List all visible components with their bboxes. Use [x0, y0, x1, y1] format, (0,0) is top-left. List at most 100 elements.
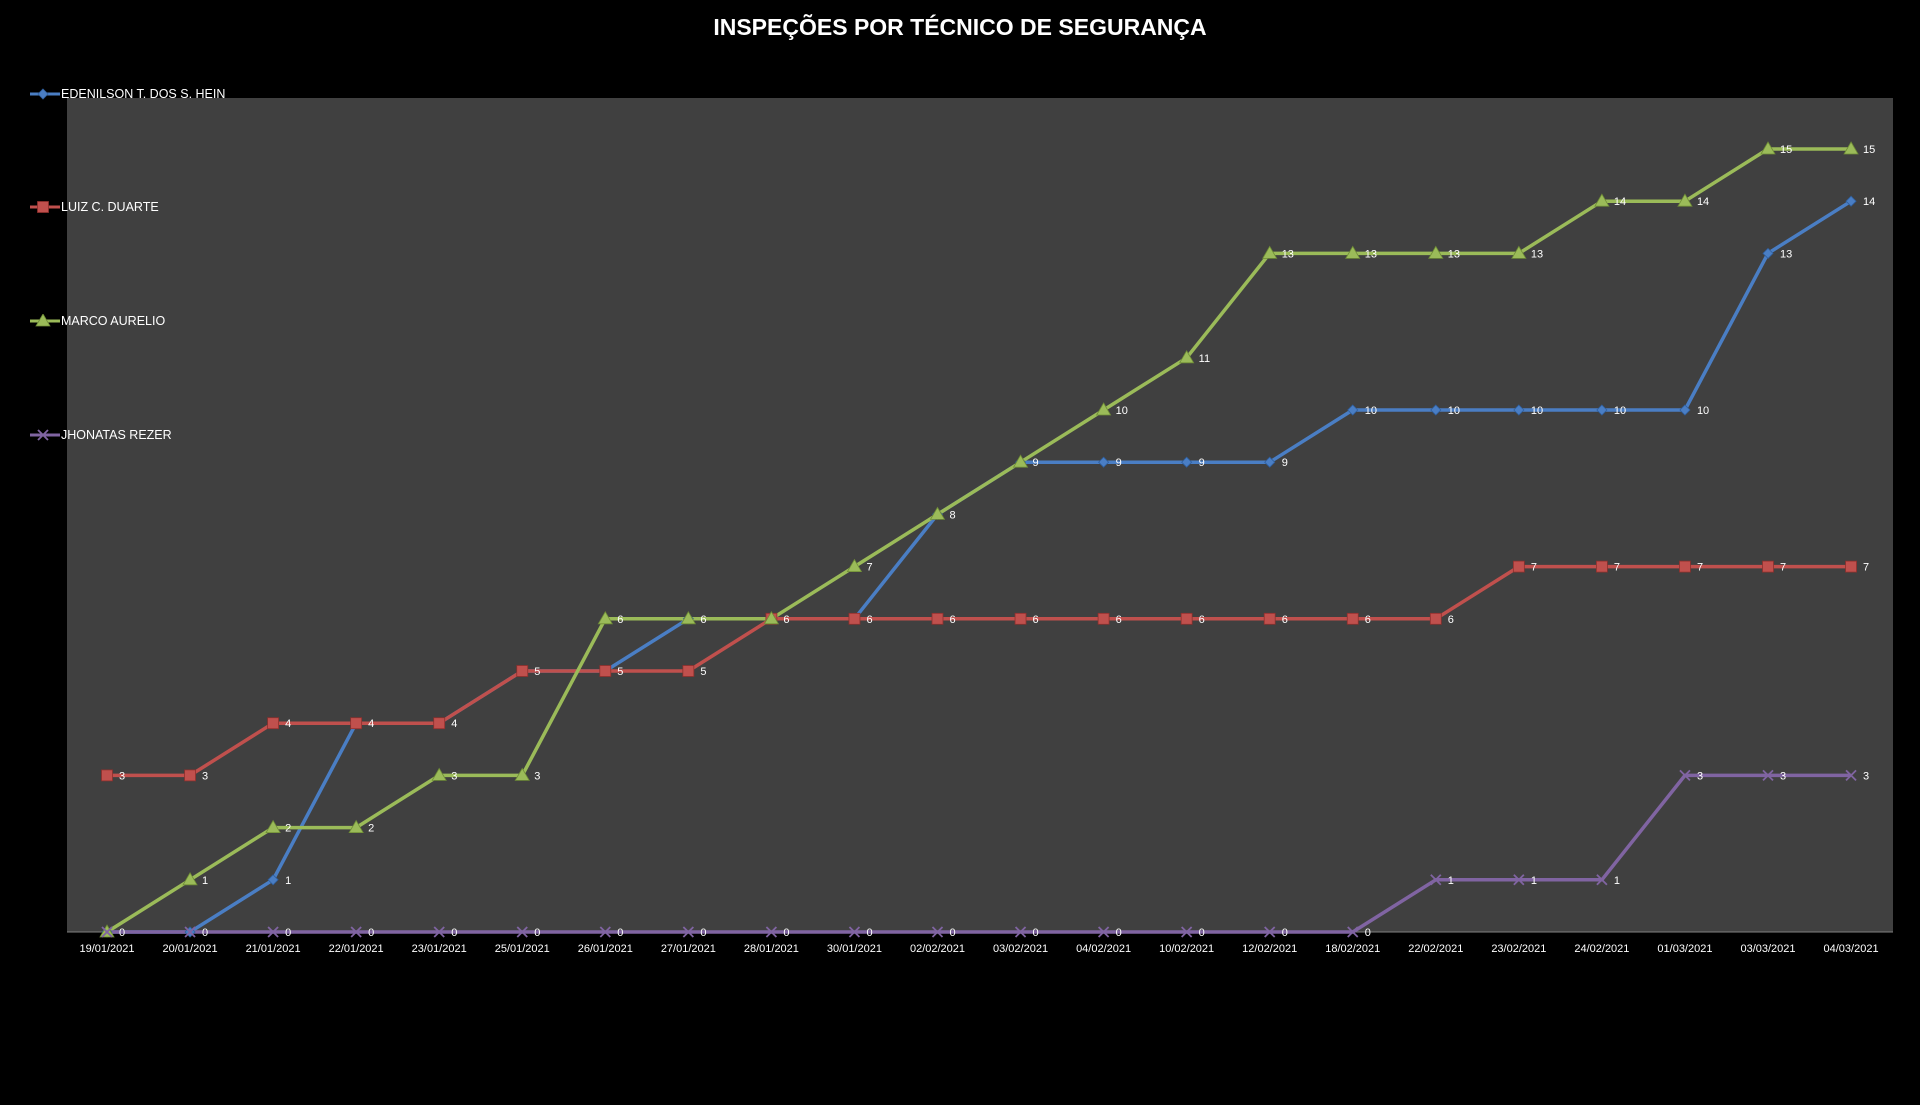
data-point-luiz-c-duarte	[1679, 560, 1691, 573]
data-label-luiz-c-duarte: 3	[202, 770, 208, 782]
data-label-marco-aurelio: 3	[534, 770, 540, 782]
data-point-jhonatas-rezer	[1014, 926, 1027, 938]
data-point-jhonatas-rezer	[184, 926, 196, 938]
data-label-luiz-c-duarte: 7	[1863, 562, 1869, 574]
data-label-marco-aurelio: 13	[1282, 248, 1294, 260]
data-label-luiz-c-duarte: 5	[700, 666, 706, 678]
data-label-jhonatas-rezer: 0	[534, 927, 540, 939]
data-point-luiz-c-duarte	[1762, 560, 1774, 573]
data-label-jhonatas-rezer: 3	[1863, 770, 1869, 782]
data-point-luiz-c-duarte	[184, 769, 196, 782]
data-point-edenilson-t-dos-s-hein	[1430, 404, 1442, 416]
data-label-edenilson-t-dos-s-hein: 9	[1282, 457, 1288, 469]
data-point-marco-aurelio	[597, 611, 613, 625]
data-label-edenilson-t-dos-s-hein: 10	[1697, 405, 1709, 417]
data-label-marco-aurelio: 6	[617, 614, 623, 626]
data-point-luiz-c-duarte	[101, 769, 113, 782]
data-label-edenilson-t-dos-s-hein: 1	[285, 875, 291, 887]
data-point-edenilson-t-dos-s-hein	[1845, 195, 1857, 207]
legend-swatch-marco-aurelio	[30, 314, 60, 327]
data-label-marco-aurelio: 10	[1116, 405, 1128, 417]
data-label-edenilson-t-dos-s-hein: 9	[1199, 457, 1205, 469]
data-point-marco-aurelio	[348, 819, 364, 833]
data-point-edenilson-t-dos-s-hein	[267, 874, 279, 886]
data-label-marco-aurelio: 11	[1199, 353, 1210, 365]
x-tick-label: 01/03/2021	[1657, 943, 1712, 955]
data-label-marco-aurelio: 7	[866, 562, 872, 574]
legend-label: JHONATAS REZER	[61, 428, 172, 442]
data-label-jhonatas-rezer: 0	[950, 927, 956, 939]
data-label-edenilson-t-dos-s-hein: 10	[1365, 405, 1377, 417]
data-label-marco-aurelio: 13	[1448, 248, 1460, 260]
data-point-edenilson-t-dos-s-hein	[1762, 247, 1774, 259]
plot-area	[67, 98, 1893, 932]
data-label-jhonatas-rezer: 0	[285, 927, 291, 939]
x-tick-label: 22/01/2021	[329, 943, 384, 955]
data-label-jhonatas-rezer: 0	[617, 927, 623, 939]
data-point-marco-aurelio	[929, 506, 946, 520]
data-label-marco-aurelio: 2	[368, 823, 374, 835]
data-label-luiz-c-duarte: 6	[783, 614, 789, 626]
data-label-marco-aurelio: 15	[1780, 144, 1792, 156]
data-point-edenilson-t-dos-s-hein	[1513, 404, 1525, 416]
data-point-edenilson-t-dos-s-hein	[1098, 456, 1110, 468]
data-point-jhonatas-rezer	[765, 926, 778, 938]
data-point-jhonatas-rezer	[1513, 874, 1525, 886]
data-point-marco-aurelio	[182, 872, 198, 886]
data-point-luiz-c-duarte	[1014, 612, 1027, 625]
x-tick-label: 04/02/2021	[1076, 943, 1131, 955]
data-label-marco-aurelio: 13	[1531, 248, 1543, 260]
data-label-luiz-c-duarte: 6	[866, 614, 872, 626]
data-label-marco-aurelio: 6	[700, 614, 706, 626]
data-point-marco-aurelio	[1012, 454, 1029, 468]
x-tick-label: 12/02/2021	[1242, 943, 1297, 955]
data-label-jhonatas-rezer: 3	[1780, 770, 1786, 782]
data-label-luiz-c-duarte: 3	[119, 770, 125, 782]
x-tick-label: 24/02/2021	[1574, 943, 1629, 955]
data-point-edenilson-t-dos-s-hein	[1596, 404, 1608, 416]
data-label-luiz-c-duarte: 5	[534, 666, 540, 678]
data-point-luiz-c-duarte	[1346, 612, 1359, 625]
data-label-luiz-c-duarte: 5	[617, 666, 623, 678]
data-label-jhonatas-rezer: 0	[368, 927, 374, 939]
x-tick-label: 03/03/2021	[1740, 943, 1795, 955]
data-label-marco-aurelio: 15	[1863, 144, 1875, 156]
data-point-marco-aurelio	[1428, 245, 1444, 259]
data-label-luiz-c-duarte: 7	[1614, 562, 1620, 574]
data-point-luiz-c-duarte	[682, 665, 695, 677]
data-label-jhonatas-rezer: 0	[1365, 927, 1371, 939]
series-line-marco-aurelio	[106, 147, 1852, 934]
data-point-jhonatas-rezer	[1762, 769, 1774, 782]
legend-marker-edenilson-t-dos-s-hein	[37, 88, 49, 100]
data-label-edenilson-t-dos-s-hein: 0	[202, 927, 208, 939]
data-point-marco-aurelio	[1262, 245, 1278, 259]
data-point-jhonatas-rezer	[1181, 926, 1193, 938]
data-label-luiz-c-duarte: 6	[950, 614, 956, 626]
data-point-marco-aurelio	[763, 611, 780, 625]
data-label-marco-aurelio: 13	[1365, 248, 1377, 260]
x-tick-label: 22/02/2021	[1408, 943, 1463, 955]
data-label-luiz-c-duarte: 6	[1033, 614, 1039, 626]
data-point-jhonatas-rezer	[101, 926, 113, 938]
data-point-edenilson-t-dos-s-hein	[1347, 404, 1359, 416]
x-tick-label: 25/01/2021	[495, 943, 550, 955]
data-label-luiz-c-duarte: 7	[1780, 562, 1786, 574]
data-label-marco-aurelio: 0	[119, 927, 125, 939]
legend-label: MARCO AURELIO	[61, 314, 166, 328]
data-point-luiz-c-duarte	[1097, 612, 1110, 625]
data-label-jhonatas-rezer: 0	[700, 927, 706, 939]
legend-marker-luiz-c-duarte	[37, 201, 49, 213]
data-label-jhonatas-rezer: 0	[1116, 927, 1122, 939]
x-tick-label: 19/01/2021	[79, 943, 134, 955]
data-point-marco-aurelio	[1095, 402, 1112, 416]
data-point-marco-aurelio	[514, 767, 530, 781]
legend-marker-jhonatas-rezer	[37, 429, 49, 441]
data-label-edenilson-t-dos-s-hein: 9	[1116, 457, 1122, 469]
legend-item-luiz-c-duarte: LUIZ C. DUARTE	[30, 197, 159, 217]
data-point-luiz-c-duarte	[1180, 612, 1193, 625]
data-point-edenilson-t-dos-s-hein	[1679, 404, 1691, 416]
data-point-luiz-c-duarte	[599, 665, 612, 677]
x-tick-label: 26/01/2021	[578, 943, 633, 955]
data-point-jhonatas-rezer	[1596, 874, 1608, 886]
